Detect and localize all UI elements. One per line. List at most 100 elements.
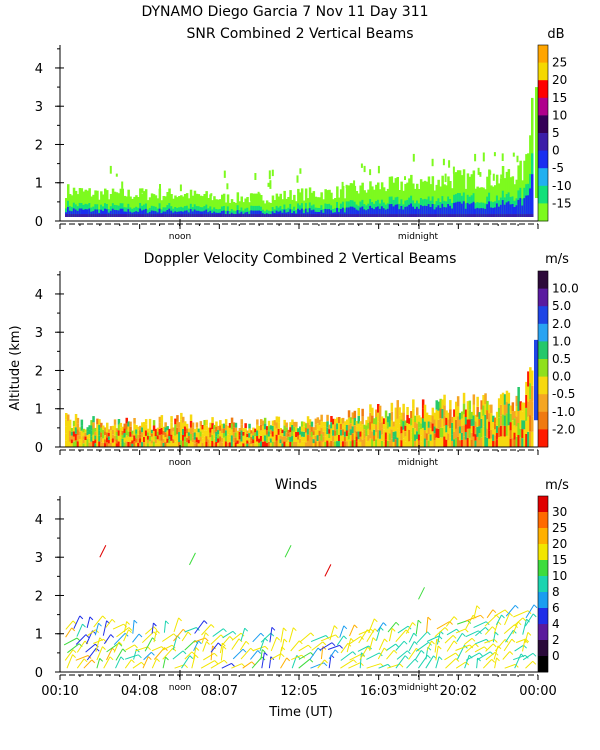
velocity-cell xyxy=(170,440,173,447)
snr-cell xyxy=(351,214,355,217)
colorbar-label: 5.0 xyxy=(552,299,571,313)
snr-cell xyxy=(150,214,154,217)
velocity-cell xyxy=(207,443,210,447)
velocity-cell xyxy=(425,426,429,434)
velocity-cell xyxy=(326,434,329,441)
velocity-cell xyxy=(143,442,146,447)
wind-barb xyxy=(435,645,439,661)
snr-cell xyxy=(172,214,175,217)
wind-barb xyxy=(358,628,372,635)
velocity-cell xyxy=(273,425,277,431)
snr-cell xyxy=(523,198,526,217)
colorbar-label: 25 xyxy=(552,56,567,70)
snr-cell xyxy=(384,191,388,217)
snr-cell xyxy=(444,173,447,183)
velocity-cell xyxy=(176,427,179,435)
snr-cell xyxy=(349,214,353,217)
velocity-cell xyxy=(281,443,284,447)
velocity-cell xyxy=(509,405,513,414)
wind-barb xyxy=(165,620,169,625)
wind-barb xyxy=(261,649,266,653)
snr-cell xyxy=(367,209,370,217)
velocity-cell xyxy=(115,428,119,432)
snr-cell xyxy=(310,192,314,217)
velocity-cell xyxy=(289,432,292,438)
wind-barb xyxy=(376,622,384,632)
snr-cell xyxy=(453,202,456,217)
snr-cell xyxy=(222,193,226,217)
velocity-cell xyxy=(527,386,530,402)
velocity-cell xyxy=(297,431,300,436)
colorbar-segment xyxy=(538,512,548,529)
velocity-cell xyxy=(382,429,386,436)
velocity-cell xyxy=(226,430,230,435)
snr-cell xyxy=(525,214,528,217)
snr-cell xyxy=(390,214,394,217)
velocity-cell xyxy=(193,439,197,444)
snr-cell xyxy=(419,205,423,217)
velocity-cell xyxy=(320,414,323,422)
velocity-cell xyxy=(166,426,169,431)
snr-cell xyxy=(398,190,401,217)
wind-barb xyxy=(115,648,124,661)
snr-cell xyxy=(217,214,220,217)
velocity-cell xyxy=(503,425,507,437)
velocity-cell xyxy=(189,414,193,421)
velocity-cell xyxy=(367,416,370,423)
wind-barb xyxy=(503,624,515,634)
snr-cell xyxy=(345,185,349,217)
velocity-cell xyxy=(341,441,345,447)
velocity-cell xyxy=(466,428,470,438)
velocity-cell xyxy=(490,438,493,447)
velocity-cell xyxy=(357,439,360,447)
wind-barb xyxy=(340,651,353,661)
snr-cell xyxy=(148,197,152,217)
snr-cell xyxy=(257,191,260,197)
velocity-cell xyxy=(82,443,85,447)
velocity-cell xyxy=(137,430,140,435)
colorbar-segment xyxy=(538,288,548,307)
snr-cell xyxy=(410,214,413,217)
velocity-cell xyxy=(287,436,290,441)
velocity-cell xyxy=(445,417,448,425)
snr-cell xyxy=(515,214,518,217)
snr-cell xyxy=(261,200,265,217)
velocity-cell xyxy=(137,438,140,443)
velocity-cell xyxy=(421,418,425,428)
velocity-cell xyxy=(213,429,216,434)
snr-cell xyxy=(341,214,345,217)
wind-barb xyxy=(106,642,120,653)
velocity-cell xyxy=(102,429,105,435)
velocity-cell xyxy=(260,441,263,447)
velocity-cell xyxy=(156,435,160,440)
wind-barb xyxy=(349,624,355,637)
velocity-cell xyxy=(236,434,240,438)
snr-cell xyxy=(384,214,388,217)
velocity-cell xyxy=(67,421,70,428)
velocity-cell xyxy=(417,428,421,435)
snr-cell xyxy=(78,188,82,217)
velocity-cell xyxy=(388,426,392,434)
snr-cell xyxy=(109,210,113,217)
velocity-cell xyxy=(234,437,238,443)
wind-barb xyxy=(283,627,287,632)
snr-cell xyxy=(347,214,351,217)
snr-cell xyxy=(526,158,529,162)
velocity-cell xyxy=(72,420,76,426)
velocity-cell xyxy=(76,435,80,442)
wind-barb xyxy=(375,627,381,641)
velocity-cell xyxy=(185,442,189,447)
snr-cell xyxy=(492,173,495,181)
velocity-cell xyxy=(495,418,499,426)
wind-barb xyxy=(286,657,291,662)
velocity-cell xyxy=(174,429,177,436)
velocity-cell xyxy=(244,423,247,428)
velocity-cell xyxy=(351,412,355,420)
wind-barb xyxy=(144,637,153,652)
velocity-cell xyxy=(98,441,101,447)
wind-barb xyxy=(455,652,459,657)
snr-cell xyxy=(271,214,275,217)
snr-cell xyxy=(289,209,292,217)
velocity-cell xyxy=(228,432,232,438)
snr-cell xyxy=(513,207,516,217)
